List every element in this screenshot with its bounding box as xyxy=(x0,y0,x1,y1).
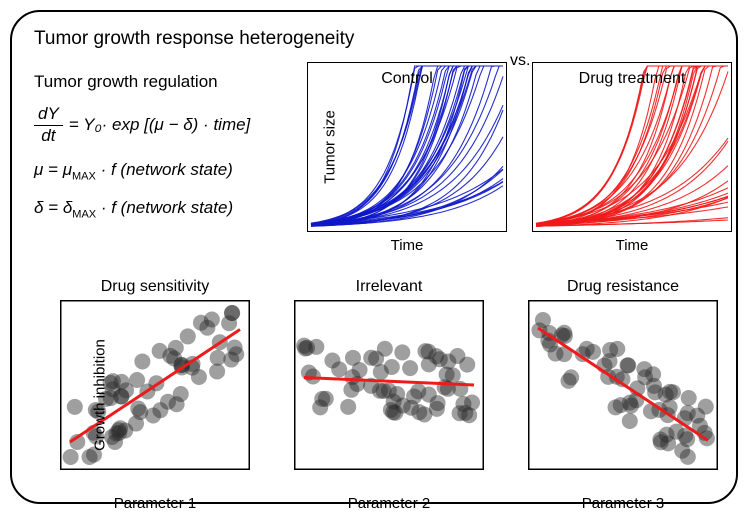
equation-1-rhs: = Y₀· exp [(μ − δ) · time] xyxy=(69,115,251,135)
equation-3: δ = δMAX · f (network state) xyxy=(34,198,294,222)
equation-1: dY dt = Y₀· exp [(μ − δ) · time] xyxy=(34,104,294,146)
scatter-xlabel-1: Parameter 1 xyxy=(60,495,250,512)
equation-heading: Tumor growth regulation xyxy=(34,72,294,92)
equation-2: μ = μMAX · f (network state) xyxy=(34,160,294,184)
growth-plot-xlabel: Time xyxy=(307,237,507,254)
growth-plot-treatment-label: Drug treatment xyxy=(532,70,732,88)
growth-plot-ylabel: Tumor size xyxy=(321,110,338,184)
scatter-xlabel-3: Parameter 3 xyxy=(528,495,718,512)
figure-panel: Tumor growth response heterogeneity Tumo… xyxy=(10,10,738,504)
scatter-svg-3 xyxy=(528,300,718,470)
vs-label: vs. xyxy=(510,52,530,70)
fraction-dy-dt: dY dt xyxy=(34,104,63,146)
growth-plot-control-label: Control xyxy=(307,70,507,88)
growth-plot-xlabel-2: Time xyxy=(532,237,732,254)
scatter-ylabel: Growth inhibition xyxy=(91,339,108,451)
scatter-title-3: Drug resistance xyxy=(528,278,718,296)
scatter-xlabel-2: Parameter 2 xyxy=(294,495,484,512)
growth-plot-treatment: Drug treatment Time xyxy=(532,62,732,232)
scatter-svg-1 xyxy=(60,300,250,470)
scatter-plot-2: Irrelevant Parameter 2 xyxy=(294,300,484,490)
scatter-svg-2 xyxy=(294,300,484,470)
equation-block: Tumor growth regulation dY dt = Y₀· exp … xyxy=(34,72,294,235)
scatter-title-2: Irrelevant xyxy=(294,278,484,296)
scatter-title-1: Drug sensitivity xyxy=(60,278,250,296)
figure-title: Tumor growth response heterogeneity xyxy=(34,28,354,50)
growth-plot-control: Control Tumor size Time xyxy=(307,62,507,232)
scatter-plot-3: Drug resistance Parameter 3 xyxy=(528,300,718,490)
scatter-plot-1: Drug sensitivity Growth inhibition Param… xyxy=(60,300,250,490)
